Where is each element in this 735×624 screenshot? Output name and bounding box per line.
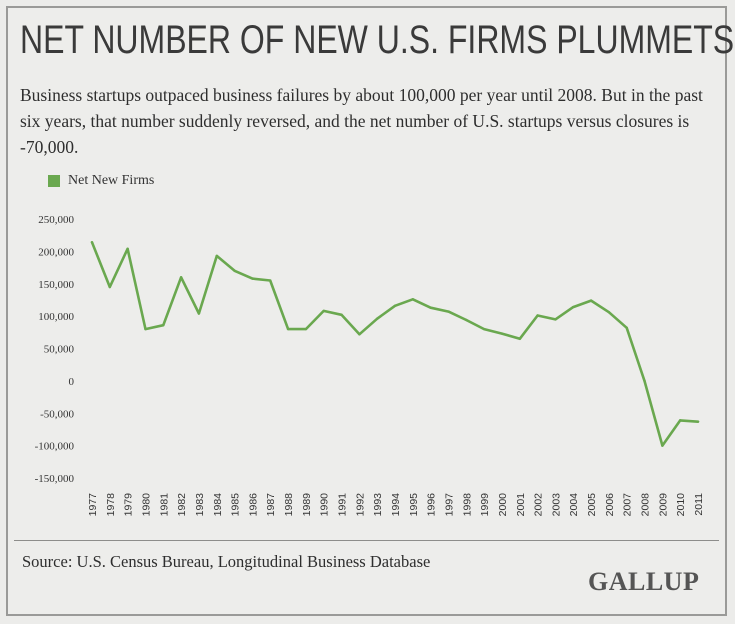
x-tick-label: 1995 <box>408 493 420 517</box>
data-point <box>90 241 94 244</box>
data-point <box>233 269 236 272</box>
x-tick-label: 1998 <box>461 493 473 517</box>
y-tick-label: 0 <box>69 376 75 388</box>
x-tick-label: 1993 <box>372 493 384 517</box>
data-point <box>322 309 325 313</box>
data-point <box>251 277 254 280</box>
y-tick-label: -100,000 <box>35 441 75 453</box>
x-tick-label: 1983 <box>194 493 206 517</box>
x-tick-label: 1999 <box>479 493 491 517</box>
source-note: Source: U.S. Census Bureau, Longitudinal… <box>22 552 431 571</box>
y-tick-label: -50,000 <box>40 408 74 420</box>
gallup-logo: GALLUP <box>588 567 700 596</box>
x-tick-label: 1988 <box>283 493 295 517</box>
y-tick-label: 50,000 <box>44 344 75 356</box>
data-point <box>572 305 575 309</box>
x-tick-label: 1992 <box>354 493 366 517</box>
data-point <box>661 444 664 447</box>
x-tick-label: 1984 <box>212 493 224 517</box>
x-tick-label: 1982 <box>176 493 188 517</box>
data-point <box>108 285 112 289</box>
x-tick-label: 1990 <box>319 493 331 517</box>
data-point <box>411 298 415 301</box>
data-point <box>304 327 308 331</box>
data-point <box>144 327 147 331</box>
x-tick-label: 1991 <box>337 493 349 517</box>
x-tick-label: 1981 <box>158 493 170 517</box>
data-point <box>215 254 218 258</box>
data-point <box>358 333 361 336</box>
footer-divider <box>14 540 719 541</box>
y-tick-label: 200,000 <box>38 246 74 258</box>
x-tick-label: 2006 <box>604 493 616 517</box>
data-point <box>554 318 557 321</box>
x-tick-label: 1987 <box>265 493 277 517</box>
data-point <box>465 318 468 322</box>
data-point <box>482 327 486 331</box>
x-tick-label: 2005 <box>586 493 598 517</box>
x-tick-label: 2000 <box>497 493 509 517</box>
x-tick-label: 1977 <box>87 493 99 517</box>
legend-swatch <box>48 175 60 187</box>
y-tick-label: 250,000 <box>38 214 74 226</box>
data-point <box>375 317 379 320</box>
x-tick-label: 1996 <box>426 493 438 517</box>
data-point <box>447 310 450 313</box>
x-tick-label: 2004 <box>568 493 580 517</box>
x-tick-label: 1994 <box>390 493 402 517</box>
data-point <box>162 323 165 327</box>
x-tick-label: 1980 <box>140 493 152 517</box>
chart-subtitle: Business startups outpaced business fail… <box>20 85 703 157</box>
x-tick-label: 1979 <box>123 493 135 517</box>
legend-label: Net New Firms <box>68 173 155 188</box>
data-point <box>286 327 290 331</box>
x-tick-label: 2003 <box>550 493 562 517</box>
y-tick-label: -150,000 <box>35 473 75 485</box>
x-tick-label: 1997 <box>443 493 455 517</box>
x-tick-label: 2007 <box>622 493 634 517</box>
x-tick-label: 2010 <box>675 493 687 517</box>
x-tick-label: 2008 <box>640 493 652 517</box>
x-tick-label: 2002 <box>533 493 545 517</box>
legend: Net New Firms <box>48 173 154 189</box>
x-tick-label: 2009 <box>657 493 669 517</box>
data-point <box>340 313 343 317</box>
x-tick-label: 2011 <box>693 493 705 516</box>
x-tick-label: 1986 <box>247 493 259 517</box>
data-point <box>500 332 504 335</box>
data-point <box>269 279 272 282</box>
data-point <box>179 276 183 279</box>
data-point <box>643 379 646 383</box>
data-point <box>607 311 611 314</box>
data-point <box>696 420 700 423</box>
x-tick-label: 1989 <box>301 493 313 517</box>
data-point <box>678 419 682 422</box>
data-point <box>393 304 397 307</box>
y-tick-label: 100,000 <box>38 311 74 323</box>
y-tick-label: 150,000 <box>38 279 74 291</box>
data-point <box>536 314 539 317</box>
series-line-net-new-firms <box>90 241 700 447</box>
x-tick-label: 1978 <box>105 493 117 517</box>
data-point <box>197 312 201 315</box>
data-point <box>589 299 593 302</box>
data-point <box>429 306 432 309</box>
x-tick-label: 1985 <box>230 493 242 517</box>
data-point <box>518 337 521 340</box>
data-point <box>126 247 129 250</box>
chart-title: NET NUMBER OF NEW U.S. FIRMS PLUMMETS <box>20 18 735 62</box>
x-tick-label: 2001 <box>515 493 527 517</box>
data-point <box>625 326 628 329</box>
